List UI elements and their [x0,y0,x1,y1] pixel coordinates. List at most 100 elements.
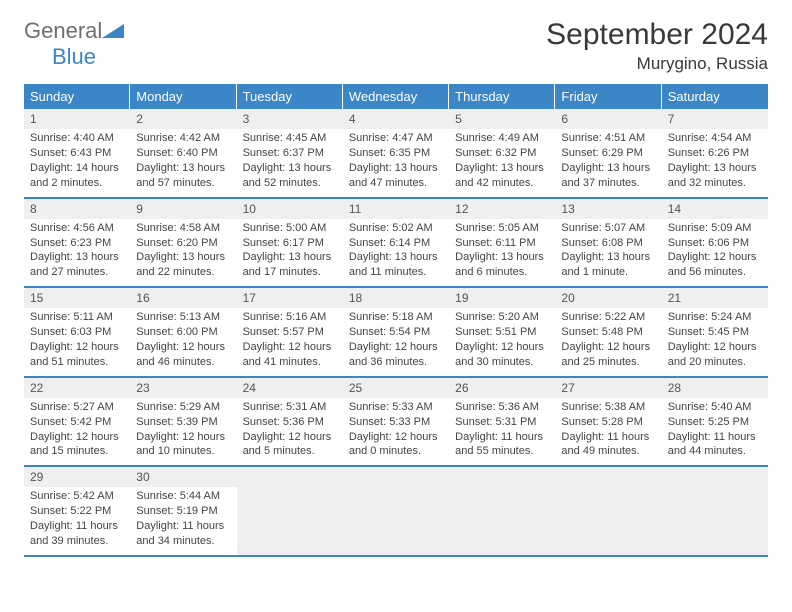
sunrise-line: Sunrise: 5:02 AM [349,221,443,236]
sunset-line: Sunset: 5:48 PM [561,325,655,340]
sunrise-line: Sunrise: 4:40 AM [30,131,124,146]
daylight-line: Daylight: 12 hours and 36 minutes. [349,340,443,370]
day-cell: 20Sunrise: 5:22 AMSunset: 5:48 PMDayligh… [555,288,661,376]
sunrise-line: Sunrise: 4:58 AM [136,221,230,236]
sunrise-line: Sunrise: 5:27 AM [30,400,124,415]
sunrise-line: Sunrise: 4:54 AM [668,131,762,146]
sunset-line: Sunset: 6:14 PM [349,236,443,251]
logo-word2: Blue [52,44,96,69]
day-cell: 27Sunrise: 5:38 AMSunset: 5:28 PMDayligh… [555,378,661,466]
day-body: Sunrise: 5:36 AMSunset: 5:31 PMDaylight:… [449,398,555,465]
day-number: 23 [130,378,236,398]
day-number: 13 [555,199,661,219]
sunrise-line: Sunrise: 5:05 AM [455,221,549,236]
day-cell: 23Sunrise: 5:29 AMSunset: 5:39 PMDayligh… [130,378,236,466]
weekday-header: Monday [130,84,236,109]
sunset-line: Sunset: 5:22 PM [30,504,124,519]
day-body: Sunrise: 5:40 AMSunset: 5:25 PMDaylight:… [662,398,768,465]
weeks-container: 1Sunrise: 4:40 AMSunset: 6:43 PMDaylight… [24,109,768,557]
day-number: 24 [237,378,343,398]
day-body: Sunrise: 5:09 AMSunset: 6:06 PMDaylight:… [662,219,768,286]
sunset-line: Sunset: 5:19 PM [136,504,230,519]
day-cell: 5Sunrise: 4:49 AMSunset: 6:32 PMDaylight… [449,109,555,197]
sunset-line: Sunset: 5:25 PM [668,415,762,430]
sunset-line: Sunset: 6:32 PM [455,146,549,161]
day-number: 14 [662,199,768,219]
sunrise-line: Sunrise: 5:11 AM [30,310,124,325]
week-row: 1Sunrise: 4:40 AMSunset: 6:43 PMDaylight… [24,109,768,199]
day-body: Sunrise: 5:00 AMSunset: 6:17 PMDaylight:… [237,219,343,286]
day-body: Sunrise: 5:20 AMSunset: 5:51 PMDaylight:… [449,308,555,375]
daylight-line: Daylight: 13 hours and 42 minutes. [455,161,549,191]
sunrise-line: Sunrise: 4:51 AM [561,131,655,146]
day-number: 20 [555,288,661,308]
sunrise-line: Sunrise: 5:13 AM [136,310,230,325]
sunrise-line: Sunrise: 5:29 AM [136,400,230,415]
month-title: September 2024 [546,18,768,52]
daylight-line: Daylight: 13 hours and 6 minutes. [455,250,549,280]
week-row: 29Sunrise: 5:42 AMSunset: 5:22 PMDayligh… [24,467,768,557]
sunset-line: Sunset: 6:03 PM [30,325,124,340]
day-cell: 10Sunrise: 5:00 AMSunset: 6:17 PMDayligh… [237,199,343,287]
day-number: 12 [449,199,555,219]
sunset-line: Sunset: 6:29 PM [561,146,655,161]
day-cell: 24Sunrise: 5:31 AMSunset: 5:36 PMDayligh… [237,378,343,466]
sunset-line: Sunset: 6:06 PM [668,236,762,251]
daylight-line: Daylight: 11 hours and 55 minutes. [455,430,549,460]
day-cell: 17Sunrise: 5:16 AMSunset: 5:57 PMDayligh… [237,288,343,376]
sunset-line: Sunset: 6:26 PM [668,146,762,161]
day-body: Sunrise: 5:11 AMSunset: 6:03 PMDaylight:… [24,308,130,375]
day-cell: 1 Sunrise: 4:40 AMSunset: 6:43 PMDaylight… [24,109,130,197]
daylight-line: Daylight: 11 hours and 34 minutes. [136,519,230,549]
day-body: Sunrise: 4:47 AMSunset: 6:35 PMDaylight:… [343,129,449,196]
day-body: Sunrise: 5:05 AMSunset: 6:11 PMDaylight:… [449,219,555,286]
day-cell: 25Sunrise: 5:33 AMSunset: 5:33 PMDayligh… [343,378,449,466]
sunrise-line: Sunrise: 5:44 AM [136,489,230,504]
sunset-line: Sunset: 6:17 PM [243,236,337,251]
sunset-line: Sunset: 6:20 PM [136,236,230,251]
sunset-line: Sunset: 5:33 PM [349,415,443,430]
sunset-line: Sunset: 5:51 PM [455,325,549,340]
day-cell [237,467,343,555]
day-number: 4 [343,109,449,129]
day-number: 8 [24,199,130,219]
sunset-line: Sunset: 5:36 PM [243,415,337,430]
sunset-line: Sunset: 6:40 PM [136,146,230,161]
title-block: September 2024 Murygino, Russia [546,18,768,74]
daylight-line: Daylight: 13 hours and 47 minutes. [349,161,443,191]
day-cell: 2Sunrise: 4:42 AMSunset: 6:40 PMDaylight… [130,109,236,197]
weekday-header: Saturday [662,84,768,109]
day-number: 16 [130,288,236,308]
sunset-line: Sunset: 6:11 PM [455,236,549,251]
day-cell [662,467,768,555]
daylight-line: Daylight: 12 hours and 51 minutes. [30,340,124,370]
day-cell: 11Sunrise: 5:02 AMSunset: 6:14 PMDayligh… [343,199,449,287]
daylight-line: Daylight: 13 hours and 27 minutes. [30,250,124,280]
daylight-line: Daylight: 13 hours and 1 minute. [561,250,655,280]
day-number: 29 [24,467,130,487]
day-number: 1 [24,109,130,129]
day-body: Sunrise: 5:29 AMSunset: 5:39 PMDaylight:… [130,398,236,465]
day-number: 9 [130,199,236,219]
day-body: Sunrise: 5:18 AMSunset: 5:54 PMDaylight:… [343,308,449,375]
sunrise-line: Sunrise: 5:16 AM [243,310,337,325]
day-cell [449,467,555,555]
daylight-line: Daylight: 12 hours and 0 minutes. [349,430,443,460]
week-row: 22Sunrise: 5:27 AMSunset: 5:42 PMDayligh… [24,378,768,468]
sunset-line: Sunset: 5:31 PM [455,415,549,430]
day-body: Sunrise: 4:56 AMSunset: 6:23 PMDaylight:… [24,219,130,286]
header: General Blue September 2024 Murygino, Ru… [24,18,768,74]
sunrise-line: Sunrise: 5:00 AM [243,221,337,236]
day-body: Sunrise: 4:45 AMSunset: 6:37 PMDaylight:… [237,129,343,196]
day-cell: 29Sunrise: 5:42 AMSunset: 5:22 PMDayligh… [24,467,130,555]
sunrise-line: Sunrise: 4:45 AM [243,131,337,146]
sunset-line: Sunset: 6:08 PM [561,236,655,251]
sunset-line: Sunset: 5:45 PM [668,325,762,340]
daylight-line: Daylight: 13 hours and 32 minutes. [668,161,762,191]
daylight-line: Daylight: 12 hours and 56 minutes. [668,250,762,280]
daylight-line: Daylight: 14 hours and 2 minutes. [30,161,124,191]
sunset-line: Sunset: 6:43 PM [30,146,124,161]
sunset-line: Sunset: 6:37 PM [243,146,337,161]
daylight-line: Daylight: 13 hours and 52 minutes. [243,161,337,191]
day-number: 22 [24,378,130,398]
